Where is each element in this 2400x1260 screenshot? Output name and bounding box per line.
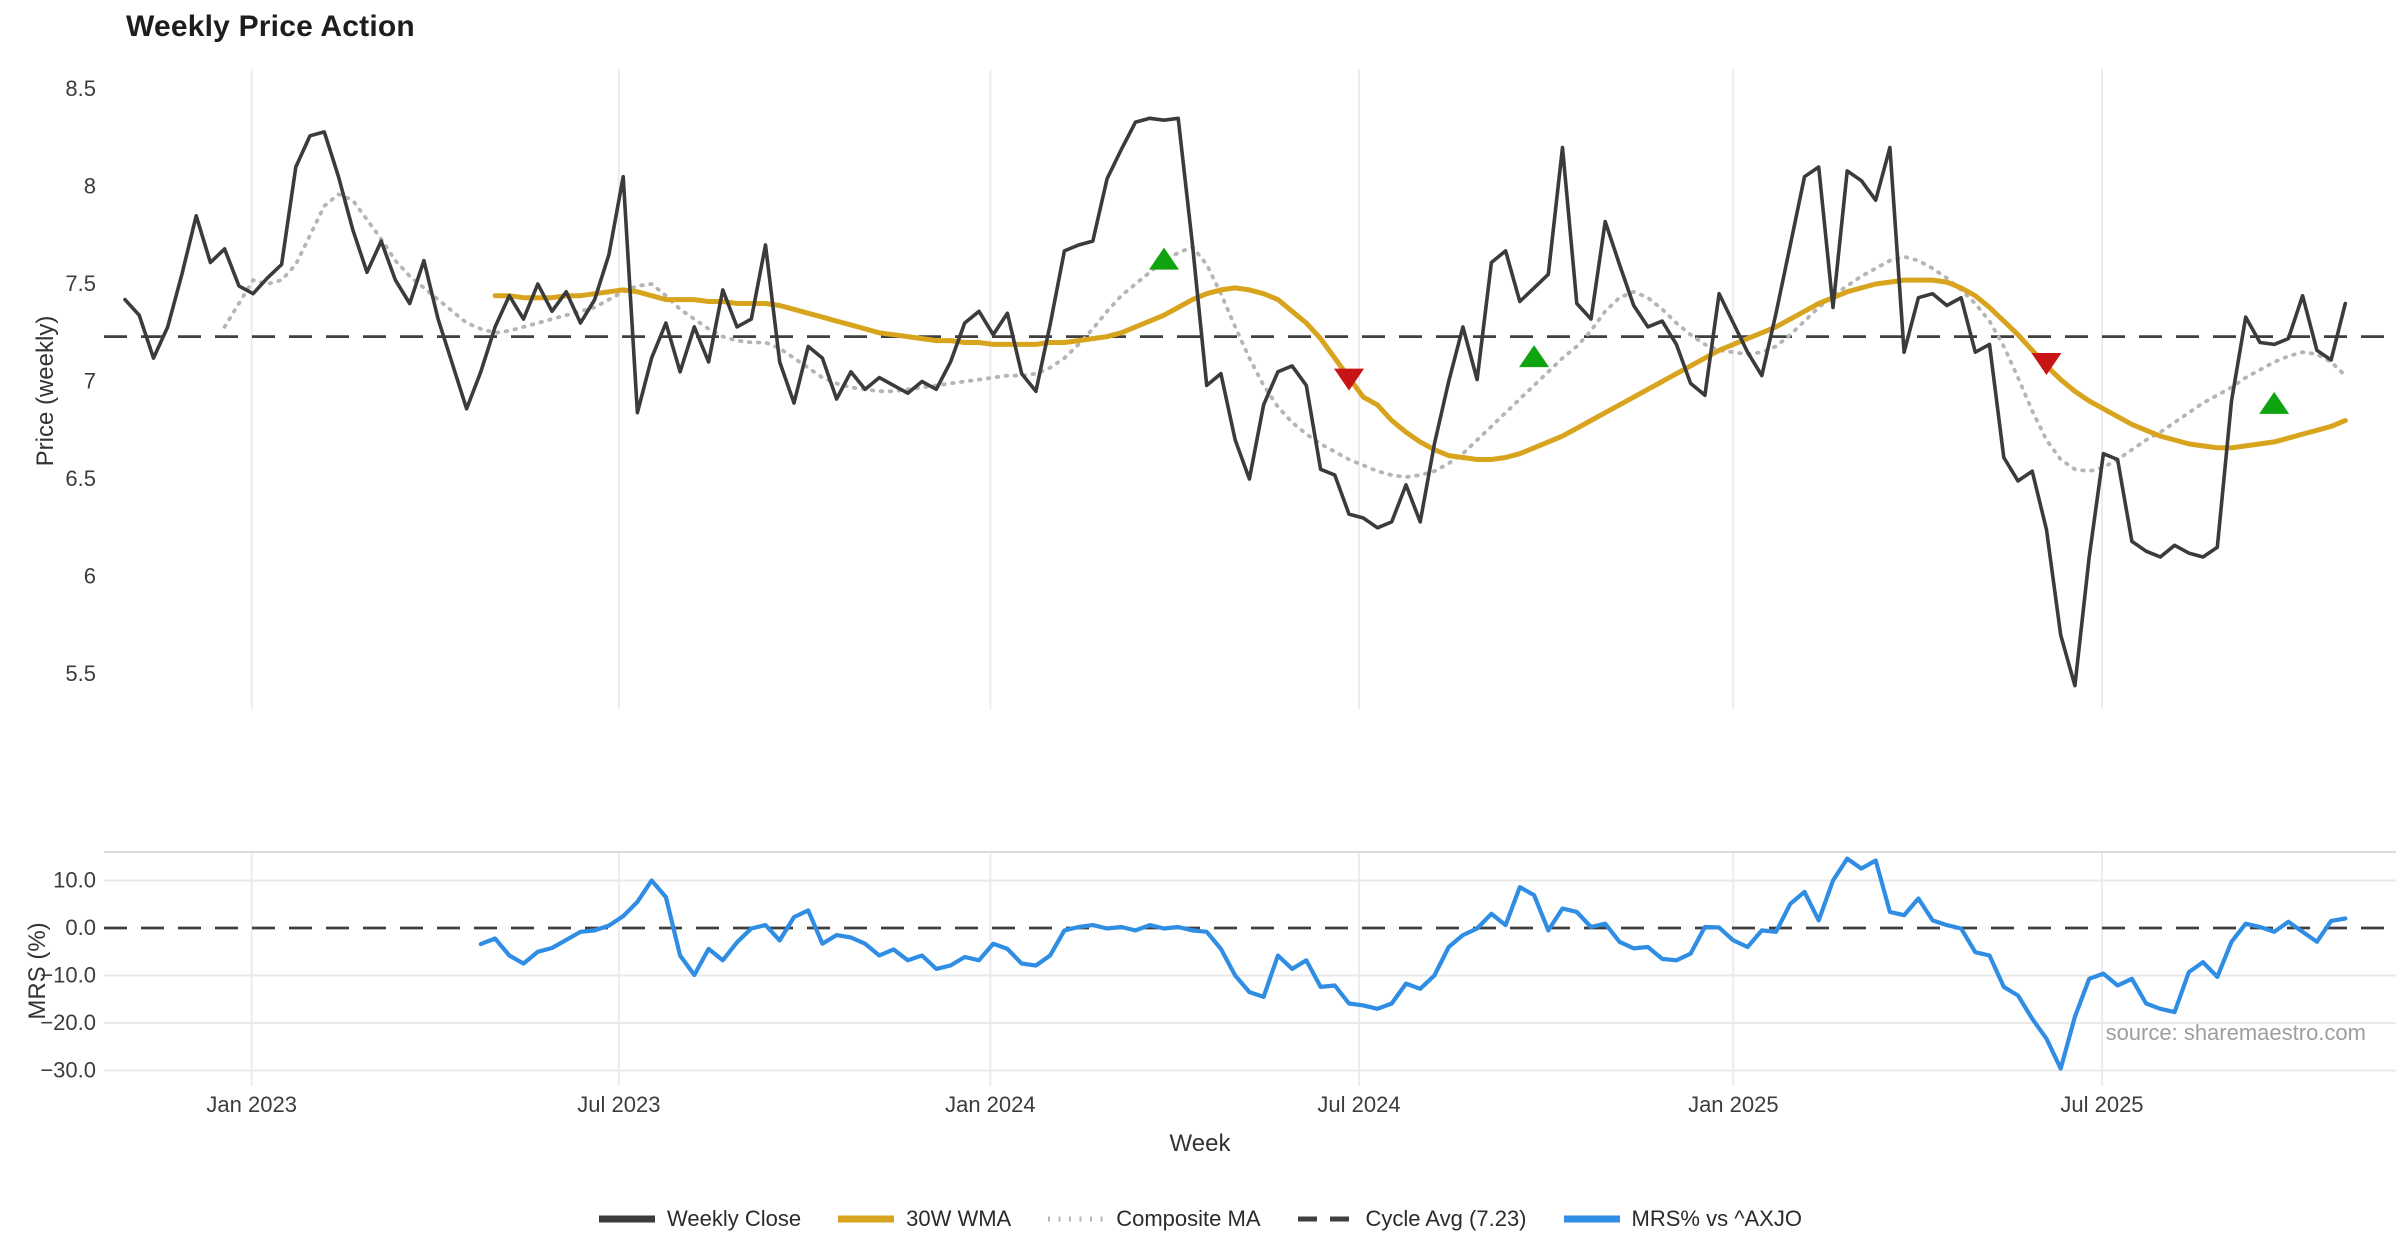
date-tick-label: Jan 2023 [206, 1092, 297, 1117]
legend-swatch-solid-icon [599, 1215, 655, 1223]
price-tick-label: 6.5 [65, 466, 96, 491]
legend-swatch-dashed-icon [1297, 1216, 1354, 1222]
legend-swatch-solid-icon [838, 1215, 895, 1223]
legend-item: 30W WMA [837, 1206, 1011, 1232]
price-tick-label: 5.5 [65, 661, 96, 686]
price-tick-label: 6 [84, 564, 96, 589]
legend-label: Composite MA [1116, 1206, 1261, 1231]
mrs-line [478, 856, 2348, 1071]
legend-swatch-dotted-icon [1048, 1216, 1105, 1222]
buy-marker-icon [1519, 345, 1550, 368]
price-tick-label: 7.5 [65, 271, 96, 296]
mrs-tick-label: −10.0 [40, 963, 96, 988]
source-note: source: sharemaestro.com [2105, 1020, 2366, 1045]
page-title: Weekly Price Action [126, 10, 415, 43]
mrs-axis-title: MRS (%) [24, 922, 51, 1020]
legend-item: Cycle Avg (7.23) [1297, 1206, 1527, 1232]
weekly-close-line [123, 116, 2348, 688]
mrs-tick-label: 10.0 [53, 868, 96, 893]
legend-label: MRS% vs ^AXJO [1631, 1206, 1802, 1231]
buy-marker-icon [2259, 391, 2290, 414]
mrs-tick-label: 0.0 [65, 915, 96, 940]
price-tick-label: 8 [84, 174, 96, 199]
legend-item: Composite MA [1047, 1206, 1261, 1232]
sell-marker-icon [2031, 353, 2062, 375]
date-tick-label: Jan 2024 [945, 1092, 1036, 1117]
price-axis-title: Price (weekly) [32, 315, 59, 467]
sell-marker-icon [1334, 368, 1365, 391]
composite-ma-line [222, 192, 2348, 480]
price-tick-label: 7 [84, 369, 96, 394]
legend-label: 30W WMA [906, 1206, 1012, 1231]
legend-swatch-solid-icon [1563, 1215, 1620, 1223]
chart-legend: Weekly Close 30W WMA Composite MA Cycle Avg… [0, 1206, 2400, 1232]
legend-item: MRS% vs ^AXJO [1563, 1206, 1802, 1232]
mrs-tick-label: −20.0 [40, 1010, 96, 1035]
date-tick-label: Jul 2025 [2060, 1092, 2143, 1117]
mrs-tick-label: −30.0 [40, 1058, 96, 1083]
date-tick-label: Jul 2023 [577, 1092, 660, 1117]
date-tick-label: Jul 2024 [1317, 1092, 1400, 1117]
legend-item: Weekly Close [598, 1206, 801, 1232]
x-axis-title: Week [1169, 1130, 1231, 1157]
price-tick-label: 8.5 [65, 76, 96, 101]
buy-marker-icon [1149, 247, 1180, 270]
legend-label: Cycle Avg (7.23) [1365, 1206, 1527, 1231]
legend-label: Weekly Close [667, 1206, 802, 1231]
date-tick-label: Jan 2025 [1688, 1092, 1779, 1117]
